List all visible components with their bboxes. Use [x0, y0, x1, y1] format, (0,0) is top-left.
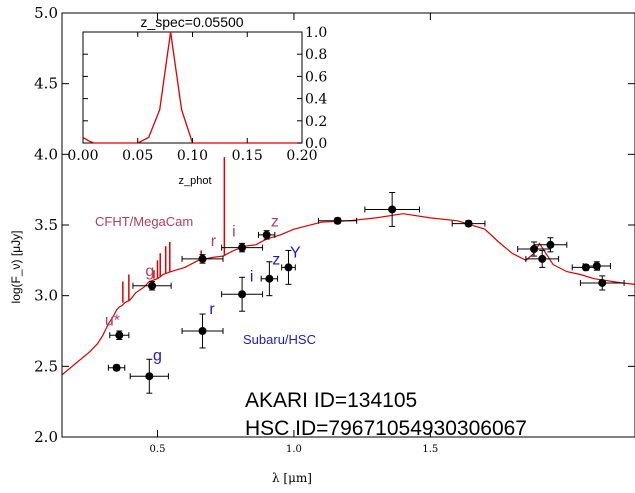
y-tick-label: 5.0 [34, 4, 58, 22]
inset-x-tick-label: 0.15 [232, 148, 263, 164]
inset-frame [82, 31, 303, 144]
data-point [148, 281, 157, 290]
data-point [592, 261, 601, 270]
inset-x-tick-label: 0.05 [122, 148, 153, 164]
data-point [581, 263, 590, 272]
cfht-instrument-label: CFHT/MegaCam [95, 214, 193, 229]
data-point [238, 290, 247, 299]
y-tick-label: 3.0 [34, 287, 58, 305]
data-point [262, 230, 271, 239]
y-tick-label: 2.0 [34, 428, 58, 446]
data-point [530, 245, 539, 254]
data-point [284, 263, 293, 272]
inset-y-tick-label: 0.6 [305, 69, 327, 85]
data-point [115, 331, 124, 340]
y-tick-label: 4.0 [34, 145, 58, 163]
akari-id-label: AKARI ID=134105 [245, 389, 417, 412]
inset-y-tick-label: 0.0 [305, 136, 327, 152]
inset-title: z_spec=0.05500 [140, 14, 243, 30]
data-point [538, 254, 547, 263]
x-tick-label: 1.5 [422, 444, 438, 455]
data-point [198, 327, 207, 335]
data-point [238, 243, 247, 252]
data-point [265, 274, 274, 283]
inset-y-tick-label: 0.2 [305, 114, 327, 130]
hsc-band-label: z [272, 252, 280, 269]
x-tick-label: 0.5 [150, 444, 166, 455]
hsc-band-label: g [153, 348, 162, 365]
model-sed-line [61, 213, 635, 376]
inset-x-tick-label: 0.20 [286, 148, 317, 164]
hsc-instrument-label: Subaru/HSC [243, 332, 316, 347]
y-tick-label: 4.5 [34, 75, 58, 93]
data-point [112, 363, 121, 372]
inset-y-tick-label: 0.8 [305, 47, 327, 63]
data-point [333, 216, 342, 225]
inset-y-tick-label: 1.0 [305, 25, 327, 41]
inset-x-tick-label: 0.00 [67, 148, 98, 164]
hsc-band-label: i [250, 269, 254, 286]
inset-x-tick-label: 0.10 [177, 148, 208, 164]
cfht-band-label: u* [105, 312, 120, 329]
y-tick-label: 2.5 [34, 357, 58, 375]
inset-y-tick-label: 0.4 [305, 92, 327, 108]
hsc-band-label: r [209, 301, 215, 318]
data-point [546, 240, 555, 249]
data-point [464, 219, 473, 228]
inset-x-axis-label: z_phot [178, 175, 211, 187]
cfht-band-label: r [211, 233, 217, 250]
data-point [598, 278, 607, 287]
x-tick-label: 1.0 [286, 444, 302, 455]
y-tick-label: 3.5 [34, 216, 58, 234]
data-point [388, 205, 397, 214]
y-axis-label: log(F_ν) [μJy] [9, 231, 23, 304]
inset-pdf-line [82, 31, 302, 144]
cfht-band-label: g [145, 263, 154, 280]
cfht-band-label: i [232, 223, 236, 240]
cfht-band-label: z [271, 213, 279, 230]
data-point [198, 254, 207, 263]
data-point [145, 372, 154, 381]
hsc-id-label: HSC ID=79671054930306067 [245, 417, 527, 440]
x-axis-label: λ [μm] [272, 471, 312, 485]
inset-pdf-plot: 0.00 0.05 0.10 0.15 0.200.0 0.2 0.4 0.6 0.8 1.0 z_… [67, 14, 327, 187]
hsc-band-label: Y [290, 245, 301, 262]
main-plot-area: 2.0 2.5 3.0 3.5 4.0 4.5 5.0 0.5 1.0 1.5 λ [μm] log(… [9, 4, 635, 485]
